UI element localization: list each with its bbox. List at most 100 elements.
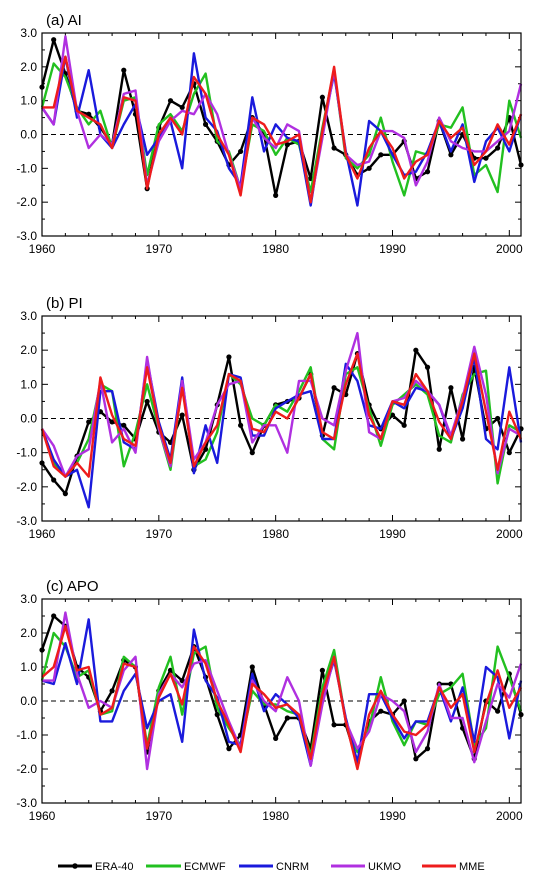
data-point-era-40 [389, 412, 396, 418]
data-point-era-40 [331, 145, 337, 151]
plot-frame [41, 598, 522, 804]
series-line-ukmo [41, 35, 523, 204]
y-tick-label: -3.0 [16, 796, 37, 810]
data-point-era-40 [506, 450, 512, 456]
y-tick-label: 1.0 [20, 660, 37, 674]
x-tick-label: 1970 [145, 242, 172, 256]
y-tick-label: -2.0 [16, 480, 37, 494]
y-tick-label: -1.0 [16, 161, 37, 175]
y-tick-label: -3.0 [16, 229, 37, 243]
data-point-era-40 [202, 121, 209, 127]
series-line-ecmwf [40, 366, 522, 485]
data-point-era-40 [51, 477, 57, 483]
y-tick-label: 2.0 [20, 343, 37, 357]
data-point-era-40 [62, 491, 68, 497]
data-point-era-40 [273, 192, 279, 198]
data-point-era-40 [424, 169, 431, 175]
legend-label: MME [459, 861, 485, 873]
x-tick-label: 1980 [262, 242, 289, 256]
data-point-era-40 [214, 712, 220, 718]
plot-frame [41, 315, 522, 522]
data-point-era-40 [179, 104, 185, 111]
y-tick-label: -2.0 [16, 195, 37, 209]
data-point-era-40 [483, 155, 489, 161]
legend-label: UKMO [368, 861, 401, 873]
chart-title: (a) AI [46, 12, 82, 29]
data-point-era-40 [436, 446, 442, 452]
y-tick-label: -1.0 [16, 446, 37, 460]
y-tick-label: 2.0 [20, 626, 37, 640]
y-tick-label: -1.0 [16, 728, 37, 742]
data-point-era-40 [202, 446, 209, 452]
legend: ERA-40 ECMWF CNRM UKMO MME [58, 861, 485, 873]
y-tick-label: 3.0 [20, 592, 37, 606]
y-tick-label: 0.0 [20, 694, 37, 708]
data-point-era-40 [238, 148, 244, 155]
data-point-era-40 [51, 37, 57, 43]
data-point-era-40 [284, 715, 290, 721]
data-point-era-40 [331, 722, 337, 728]
y-tick-label: -2.0 [16, 762, 37, 776]
data-point-era-40 [109, 688, 115, 694]
x-tick-label: 1990 [379, 242, 406, 256]
legend-label: ERA-40 [95, 861, 134, 873]
data-point-era-40 [249, 664, 255, 670]
x-tick-label: 1970 [145, 527, 172, 541]
data-point-era-40 [226, 354, 232, 360]
plot-frame [41, 32, 522, 237]
legend-marker [72, 863, 78, 869]
series-line-ukmo [41, 331, 522, 478]
data-point-era-40 [284, 142, 290, 148]
chart-title: (b) PI [46, 295, 83, 312]
data-point-era-40 [495, 415, 501, 422]
data-point-era-40 [51, 613, 57, 619]
x-tick-label: 1960 [29, 527, 56, 541]
data-point-era-40 [366, 165, 372, 171]
y-tick-label: 1.0 [20, 94, 37, 108]
data-point-era-40 [86, 419, 92, 425]
data-point-era-40 [378, 708, 384, 714]
data-point-era-40 [401, 422, 407, 428]
data-point-era-40 [144, 398, 150, 405]
x-tick-label: 2000 [496, 242, 523, 256]
data-point-era-40 [424, 364, 431, 370]
data-point-era-40 [448, 385, 454, 391]
data-point-era-40 [448, 152, 454, 158]
data-point-era-40 [273, 735, 279, 742]
series-line-mme [42, 55, 523, 204]
x-tick-label: 2000 [496, 809, 523, 823]
y-tick-label: 3.0 [20, 309, 37, 323]
data-point-era-40 [109, 419, 115, 425]
data-point-era-40 [179, 678, 185, 684]
data-point-era-40 [319, 667, 325, 674]
data-point-era-40 [413, 347, 419, 353]
data-point-era-40 [121, 422, 127, 428]
y-tick-label: 0.0 [20, 412, 37, 426]
series-line-era-40 [40, 38, 523, 197]
series-line-mme [41, 625, 523, 771]
series-line-cnrm [41, 52, 523, 207]
data-point-era-40 [121, 67, 127, 73]
y-tick-label: -3.0 [16, 514, 37, 528]
x-tick-label: 1990 [379, 527, 406, 541]
chart-title: (c) APO [46, 578, 99, 595]
data-point-era-40 [413, 756, 419, 762]
data-point-era-40 [238, 422, 244, 428]
y-tick-label: 3.0 [20, 26, 37, 40]
legend-label: ECMWF [184, 861, 226, 873]
data-point-era-40 [459, 436, 466, 442]
data-point-era-40 [495, 145, 501, 151]
x-tick-label: 1990 [379, 809, 406, 823]
y-tick-label: 0.0 [20, 128, 37, 142]
data-point-era-40 [179, 412, 185, 418]
y-tick-label: 1.0 [20, 377, 37, 391]
x-tick-label: 1980 [262, 527, 289, 541]
y-tick-label: 2.0 [20, 60, 37, 74]
data-point-era-40 [424, 746, 431, 752]
data-point-era-40 [167, 98, 174, 104]
x-tick-label: 1970 [145, 809, 172, 823]
